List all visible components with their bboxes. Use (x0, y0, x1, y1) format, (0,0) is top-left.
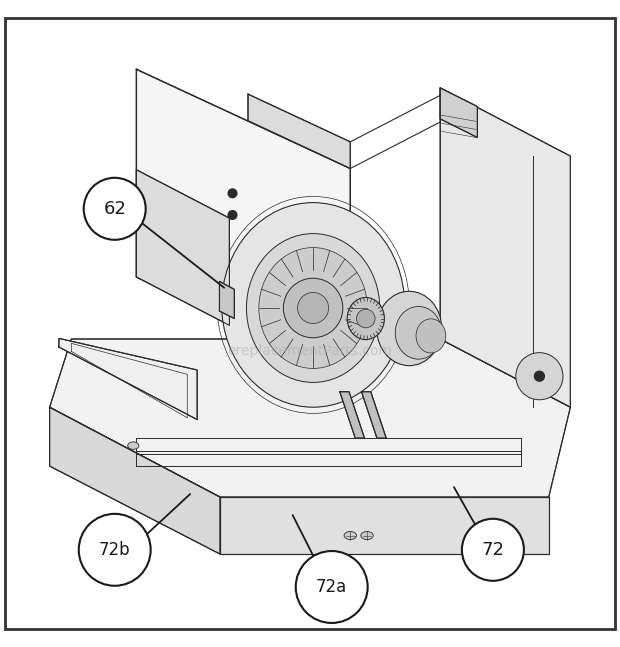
Circle shape (84, 178, 146, 240)
Polygon shape (361, 391, 386, 438)
Polygon shape (136, 69, 350, 376)
Ellipse shape (222, 203, 404, 407)
Ellipse shape (344, 531, 356, 540)
Text: 72a: 72a (316, 578, 347, 596)
Polygon shape (440, 88, 477, 138)
Polygon shape (248, 94, 350, 168)
Circle shape (228, 211, 237, 219)
Circle shape (283, 278, 343, 338)
Polygon shape (136, 170, 229, 325)
Ellipse shape (347, 298, 384, 340)
Circle shape (534, 371, 544, 381)
Polygon shape (50, 407, 220, 554)
Circle shape (356, 309, 375, 328)
Text: 62: 62 (104, 200, 126, 218)
Polygon shape (50, 339, 570, 497)
Polygon shape (220, 497, 549, 554)
Circle shape (298, 292, 329, 324)
Text: 72b: 72b (99, 541, 131, 559)
Text: 72: 72 (481, 541, 505, 559)
Wedge shape (516, 353, 563, 400)
Polygon shape (440, 88, 570, 407)
Ellipse shape (396, 307, 441, 359)
Polygon shape (59, 338, 197, 420)
Circle shape (296, 551, 368, 623)
Circle shape (228, 189, 237, 197)
Ellipse shape (247, 234, 379, 382)
Text: ereplacementParts.com: ereplacementParts.com (228, 344, 392, 358)
Polygon shape (340, 391, 365, 438)
Ellipse shape (416, 319, 446, 353)
Circle shape (462, 519, 524, 581)
Ellipse shape (128, 442, 139, 450)
Ellipse shape (259, 248, 367, 368)
Circle shape (79, 514, 151, 586)
Ellipse shape (361, 531, 373, 540)
Ellipse shape (377, 291, 442, 366)
Polygon shape (219, 281, 234, 318)
